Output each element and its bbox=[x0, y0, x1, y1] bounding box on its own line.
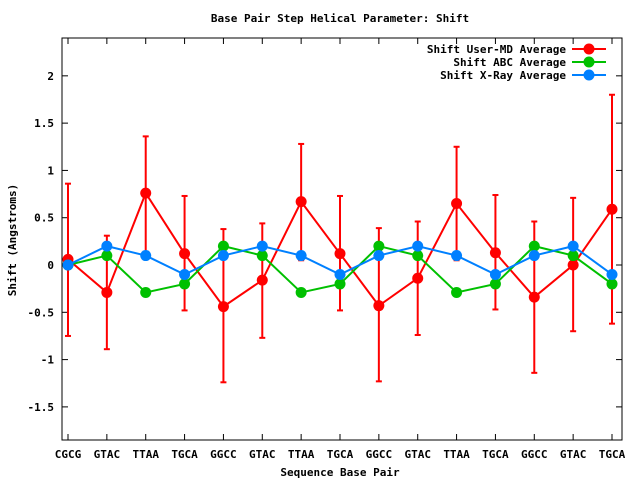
y-axis-label: Shift (Angstroms) bbox=[6, 184, 19, 297]
data-point bbox=[334, 278, 346, 290]
x-axis-label: Sequence Base Pair bbox=[280, 466, 400, 479]
series-1 bbox=[62, 240, 618, 298]
series-2 bbox=[62, 240, 618, 280]
data-point bbox=[412, 250, 424, 262]
data-point bbox=[217, 301, 229, 313]
data-point bbox=[606, 203, 618, 215]
data-point bbox=[179, 268, 191, 280]
y-tick-label: -1.5 bbox=[28, 401, 55, 414]
data-point bbox=[373, 300, 385, 312]
series-layer bbox=[62, 93, 618, 384]
data-point bbox=[489, 278, 501, 290]
data-point bbox=[295, 196, 307, 208]
x-tick-label: TTAA bbox=[288, 448, 315, 461]
data-point bbox=[101, 286, 113, 298]
x-tick-label: GTAC bbox=[94, 448, 121, 461]
data-point bbox=[179, 278, 191, 290]
series-0 bbox=[62, 93, 618, 384]
data-point bbox=[373, 240, 385, 252]
x-tick-label: GGCC bbox=[210, 448, 237, 461]
y-tick-label: -0.5 bbox=[28, 306, 55, 319]
data-point bbox=[101, 250, 113, 262]
data-point bbox=[451, 286, 463, 298]
plot-frame bbox=[61, 37, 623, 441]
axes: -1.5 -1 -0.5 0 0.5 1 1.5 2 CGCG GTAC TTAA TGCA GGCC G… bbox=[28, 38, 626, 461]
data-point bbox=[528, 291, 540, 303]
data-point bbox=[567, 250, 579, 262]
data-point bbox=[373, 250, 385, 262]
y-tick-label: 1 bbox=[47, 164, 54, 177]
y-tick-label: 2 bbox=[47, 70, 54, 83]
data-point bbox=[412, 240, 424, 252]
data-point bbox=[567, 259, 579, 271]
chart-title: Base Pair Step Helical Parameter: Shift bbox=[211, 12, 469, 25]
y-tick-label: 1.5 bbox=[34, 117, 54, 130]
legend-marker bbox=[583, 56, 595, 68]
data-point bbox=[451, 198, 463, 210]
data-point bbox=[489, 268, 501, 280]
data-point bbox=[140, 250, 152, 262]
data-point bbox=[334, 268, 346, 280]
data-point bbox=[140, 187, 152, 199]
data-point bbox=[179, 248, 191, 260]
data-point bbox=[256, 250, 268, 262]
data-point bbox=[489, 247, 501, 259]
data-point bbox=[256, 274, 268, 286]
data-point bbox=[334, 248, 346, 260]
x-tick-label: TGCA bbox=[599, 448, 626, 461]
data-point bbox=[528, 250, 540, 262]
x-tick-label: GTAC bbox=[560, 448, 587, 461]
legend-label: Shift X-Ray Average bbox=[440, 69, 566, 82]
data-point bbox=[606, 268, 618, 280]
x-tick-label: TTAA bbox=[443, 448, 470, 461]
x-tick-label: TGCA bbox=[482, 448, 509, 461]
data-point bbox=[62, 259, 74, 271]
data-point bbox=[451, 250, 463, 262]
legend-label: Shift User-MD Average bbox=[427, 43, 566, 56]
legend-marker bbox=[583, 69, 595, 81]
x-tick-label: TGCA bbox=[171, 448, 198, 461]
x-tick-label: GTAC bbox=[249, 448, 276, 461]
x-tick-label: GTAC bbox=[404, 448, 431, 461]
y-tick-label: 0.5 bbox=[34, 212, 54, 225]
data-point bbox=[606, 278, 618, 290]
legend-marker bbox=[583, 43, 595, 55]
x-tick-label: CGCG bbox=[55, 448, 82, 461]
legend-label: Shift ABC Average bbox=[453, 56, 566, 69]
data-point bbox=[256, 240, 268, 252]
data-point bbox=[217, 240, 229, 252]
x-tick-label: TTAA bbox=[132, 448, 159, 461]
data-point bbox=[217, 250, 229, 262]
x-tick-label: GGCC bbox=[366, 448, 393, 461]
x-tick-label: GGCC bbox=[521, 448, 548, 461]
data-point bbox=[412, 272, 424, 284]
data-point bbox=[295, 250, 307, 262]
data-point bbox=[567, 240, 579, 252]
y-tick-label: 0 bbox=[47, 259, 54, 272]
y-tick-label: -1 bbox=[41, 354, 55, 367]
data-point bbox=[528, 240, 540, 252]
data-point bbox=[101, 240, 113, 252]
data-point bbox=[140, 286, 152, 298]
x-tick-label: TGCA bbox=[327, 448, 354, 461]
data-point bbox=[295, 286, 307, 298]
